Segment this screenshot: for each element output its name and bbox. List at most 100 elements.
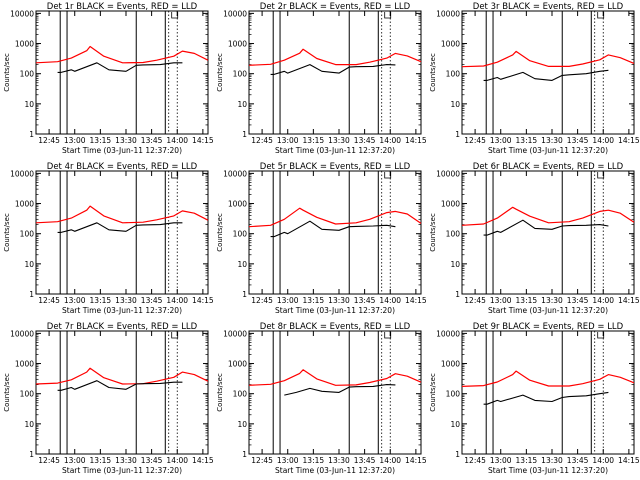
x-tick-label: 14:15 — [192, 136, 213, 145]
detector-chart-3: Det 3r BLACK = Events, RED = LLD 1 10 100 10… — [429, 2, 639, 155]
y-tick-label: 10000 — [436, 169, 460, 178]
y-axis-label: Counts/sec — [216, 373, 224, 412]
y-tick-label: 10000 — [10, 9, 34, 18]
y-tick-label: 100 — [20, 70, 35, 79]
detector-chart-6: Det 6r BLACK = Events, RED = LLD 1 10 100 10… — [429, 162, 639, 315]
detector-chart-8: Det 8r BLACK = Events, RED = LLD 1 10 100 10… — [216, 322, 426, 475]
x-tick-label: 13:45 — [354, 136, 376, 145]
x-tick-label: 12:45 — [464, 296, 486, 305]
y-tick-label: 1 — [455, 130, 460, 139]
series-line-black — [57, 222, 183, 233]
y-tick-label: 10 — [450, 420, 460, 429]
x-tick-label: 13:15 — [303, 456, 325, 465]
x-tick-label: 13:45 — [141, 456, 163, 465]
top-flag-marker — [597, 172, 605, 179]
detector-chart-1: Det 1r BLACK = Events, RED = LLD 1 10 100 10… — [3, 2, 213, 155]
x-axis-label: Start Time (03-Jun-11 12:37:20) — [62, 306, 182, 315]
x-axis-label: Start Time (03-Jun-11 12:37:20) — [488, 306, 608, 315]
y-tick-label: 10 — [24, 100, 34, 109]
y-tick-label: 1000 — [15, 360, 34, 369]
x-axis-label: Start Time (03-Jun-11 12:37:20) — [275, 306, 395, 315]
chart-title: Det 2r BLACK = Events, RED = LLD — [260, 2, 411, 12]
y-tick-label: 100 — [233, 70, 248, 79]
y-tick-label: 1 — [29, 130, 34, 139]
x-tick-label: 13:15 — [90, 136, 112, 145]
x-tick-label: 13:00 — [490, 296, 512, 305]
x-tick-label: 14:15 — [618, 456, 639, 465]
y-axis-label: Counts/sec — [3, 373, 11, 412]
x-tick-label: 13:15 — [516, 136, 538, 145]
y-tick-label: 10000 — [436, 9, 460, 18]
x-tick-label: 14:00 — [379, 296, 401, 305]
y-tick-label: 1000 — [15, 40, 34, 49]
x-tick-label: 13:30 — [328, 456, 350, 465]
y-tick-label: 1 — [455, 450, 460, 459]
top-flag-marker — [384, 332, 392, 339]
series-line-black — [57, 380, 183, 391]
chart-title: Det 4r BLACK = Events, RED = LLD — [47, 162, 198, 172]
top-flag-marker — [597, 332, 605, 339]
top-flag-marker — [384, 172, 392, 179]
top-flag-marker — [171, 172, 179, 179]
x-tick-label: 12:45 — [251, 296, 273, 305]
y-tick-label: 1 — [29, 450, 34, 459]
x-tick-label: 12:45 — [38, 136, 60, 145]
y-tick-label: 10000 — [223, 9, 247, 18]
x-tick-label: 13:45 — [354, 296, 376, 305]
x-tick-label: 13:45 — [141, 296, 163, 305]
x-tick-label: 13:30 — [541, 136, 563, 145]
series-line-red — [461, 50, 635, 68]
x-tick-label: 14:00 — [166, 136, 188, 145]
x-tick-label: 14:00 — [592, 296, 614, 305]
x-axis-label: Start Time (03-Jun-11 12:37:20) — [275, 466, 395, 475]
series-line-black — [270, 64, 396, 75]
x-tick-label: 13:30 — [328, 136, 350, 145]
y-tick-label: 10000 — [10, 169, 34, 178]
x-tick-label: 13:00 — [64, 136, 86, 145]
x-tick-label: 13:45 — [567, 296, 589, 305]
top-flag-marker — [384, 12, 392, 19]
x-tick-label: 13:45 — [141, 136, 163, 145]
x-axis-label: Start Time (03-Jun-11 12:37:20) — [62, 146, 182, 155]
chart-title: Det 3r BLACK = Events, RED = LLD — [473, 2, 624, 12]
y-tick-label: 1 — [455, 290, 460, 299]
x-tick-label: 14:15 — [405, 296, 426, 305]
y-tick-label: 1 — [29, 290, 34, 299]
y-tick-label: 1 — [242, 290, 247, 299]
y-tick-label: 1000 — [15, 200, 34, 209]
x-tick-label: 14:15 — [405, 456, 426, 465]
x-tick-label: 13:45 — [567, 136, 589, 145]
x-tick-label: 13:45 — [354, 456, 376, 465]
x-tick-label: 12:45 — [38, 456, 60, 465]
y-tick-label: 10 — [237, 100, 247, 109]
plot-frame — [35, 330, 209, 455]
plot-frame — [461, 330, 635, 455]
series-line-black — [57, 62, 183, 73]
chart-title: Det 7r BLACK = Events, RED = LLD — [47, 322, 198, 332]
y-axis-label: Counts/sec — [3, 53, 11, 92]
y-axis-label: Counts/sec — [216, 53, 224, 92]
series-line-red — [248, 48, 422, 66]
x-tick-label: 14:15 — [192, 456, 213, 465]
plot-frame — [35, 170, 209, 295]
y-tick-label: 10 — [24, 260, 34, 269]
detector-chart-4: Det 4r BLACK = Events, RED = LLD 1 10 100 10… — [3, 162, 213, 315]
y-tick-label: 1 — [242, 130, 247, 139]
x-tick-label: 14:00 — [592, 456, 614, 465]
x-tick-label: 13:00 — [277, 296, 299, 305]
plot-frame — [35, 10, 209, 135]
y-tick-label: 100 — [20, 230, 35, 239]
chart-title: Det 1r BLACK = Events, RED = LLD — [47, 2, 198, 12]
x-tick-label: 14:00 — [379, 456, 401, 465]
x-tick-label: 13:00 — [490, 136, 512, 145]
x-tick-label: 14:15 — [618, 296, 639, 305]
series-line-red — [248, 369, 422, 386]
x-tick-label: 13:15 — [90, 456, 112, 465]
x-tick-label: 14:15 — [618, 136, 639, 145]
y-tick-label: 1000 — [441, 360, 460, 369]
y-tick-label: 100 — [20, 390, 35, 399]
top-flag-marker — [597, 12, 605, 19]
series-line-red — [248, 207, 422, 228]
x-tick-label: 13:30 — [541, 296, 563, 305]
